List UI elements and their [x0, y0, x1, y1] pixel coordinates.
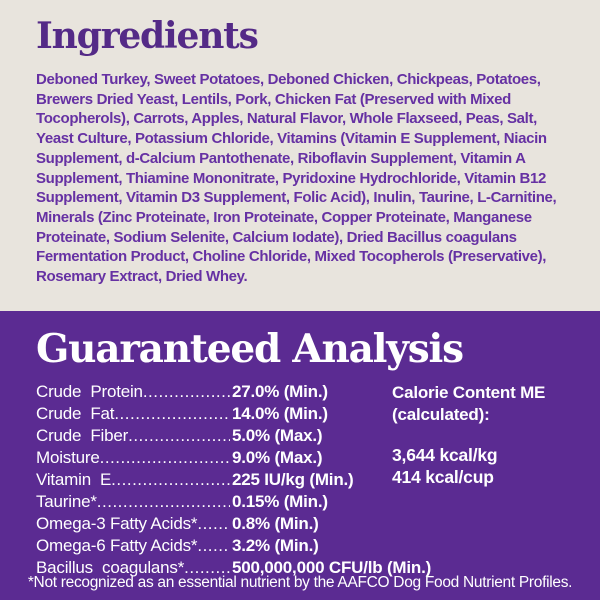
nutrient-name: Crude Fiber [36, 426, 129, 445]
nutrient-name: Omega-6 Fatty Acids* [36, 536, 198, 555]
calorie-content-title-line2: (calculated): [392, 405, 490, 424]
nutrient-name: Bacillus coagulans* [36, 558, 185, 577]
dot-leader: ........................................… [128, 426, 230, 445]
dot-leader: ........................................… [197, 536, 230, 555]
guaranteed-analysis-section: Guaranteed Analysis Crude Protein.......… [0, 311, 600, 600]
nutrient-value: 0.8% (Min.) [232, 514, 319, 533]
dot-leader: ........................................… [99, 448, 230, 467]
kcal-per-cup: 414 kcal/cup [392, 467, 494, 487]
guaranteed-analysis-body: Crude Protein...........................… [36, 381, 572, 579]
ingredients-section: Ingredients Deboned Turkey, Sweet Potato… [0, 0, 600, 311]
guaranteed-analysis-title: Guaranteed Analysis [36, 326, 464, 372]
nutrient-name: Crude Protein [36, 382, 143, 401]
table-row-omega-3: Omega-3 Fatty Acids*....................… [36, 513, 456, 535]
table-row-omega-6: Omega-6 Fatty Acids*....................… [36, 535, 456, 557]
table-row-moisture: Moisture................................… [36, 447, 456, 469]
nutrient-name: Moisture [36, 448, 100, 467]
nutrient-value: 225 IU/kg (Min.) [232, 470, 354, 489]
nutrient-value: 9.0% (Max.) [232, 448, 323, 467]
nutrient-value: 0.15% (Min.) [232, 492, 328, 511]
table-row-taurine: Taurine*................................… [36, 491, 456, 513]
dot-leader: ........................................… [96, 492, 230, 511]
table-row-crude-protein: Crude Protein...........................… [36, 381, 456, 403]
nutrient-value: 14.0% (Min.) [232, 404, 328, 423]
dot-leader: ........................................… [114, 404, 230, 423]
dot-leader: ........................................… [197, 514, 230, 533]
nutrient-value: 5.0% (Max.) [232, 426, 323, 445]
nutrient-value: 3.2% (Min.) [232, 536, 319, 555]
nutrient-name: Vitamin E [36, 470, 112, 489]
aafco-footnote: *Not recognized as an essential nutrient… [27, 574, 573, 591]
nutrient-value: 27.0% (Min.) [232, 382, 328, 401]
nutrient-value: 500,000,000 CFU/lb (Min.) [232, 558, 432, 577]
nutrient-name: Omega-3 Fatty Acids* [36, 514, 198, 533]
nutrient-name: Crude Fat [36, 404, 115, 423]
table-row-crude-fat: Crude Fat...............................… [36, 403, 456, 425]
table-row-vitamin-e: Vitamin E...............................… [36, 469, 456, 491]
nutrient-table: Crude Protein...........................… [36, 381, 456, 579]
ingredients-title: Ingredients [36, 15, 259, 57]
calorie-content-block: Calorie Content ME (calculated): 3,644 k… [392, 382, 600, 488]
ingredients-list-text: Deboned Turkey, Sweet Potatoes, Deboned … [36, 71, 557, 286]
dot-leader: ........................................… [142, 382, 230, 401]
dot-leader: ........................................… [111, 470, 230, 489]
table-row-crude-fiber: Crude Fiber.............................… [36, 425, 456, 447]
nutrient-name: Taurine* [36, 492, 97, 511]
calorie-values: 3,644 kcal/kg 414 kcal/cup [392, 444, 600, 488]
dot-leader: ........................................… [184, 558, 230, 577]
table-row-bacillus-coagulans: Bacillus coagulans*.....................… [36, 557, 456, 579]
kcal-per-kg: 3,644 kcal/kg [392, 445, 498, 465]
calorie-content-title-line1: Calorie Content ME [392, 383, 546, 402]
